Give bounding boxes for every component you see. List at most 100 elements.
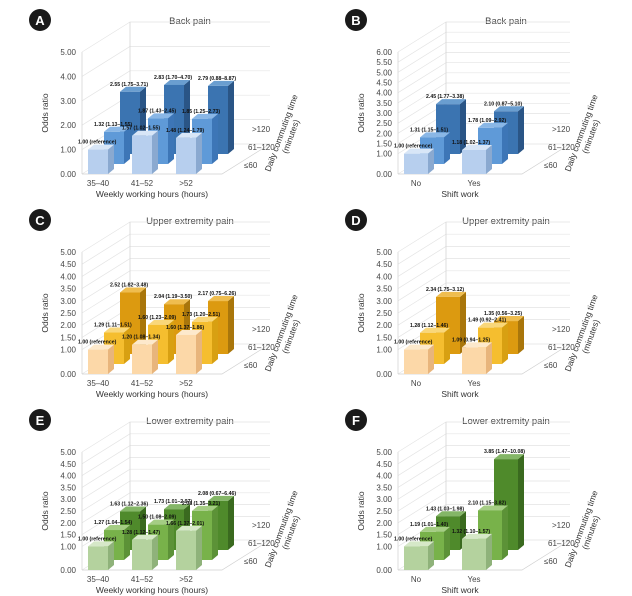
panel-letter-badge: E	[29, 409, 51, 431]
bar-side	[502, 322, 508, 364]
data-label: 1.60 (1.23–2.09)	[138, 315, 176, 321]
bar	[88, 541, 114, 570]
gridline	[81, 445, 270, 476]
y-tick-label: 2.50	[376, 507, 392, 516]
bar-top	[176, 132, 202, 138]
data-label: 1.09 (0.94–1.25)	[452, 337, 490, 343]
data-label: 1.43 (1.03–1.98)	[426, 506, 464, 512]
y-tick-label: 4.50	[376, 79, 392, 88]
data-label: 2.79 (0.88–8.87)	[198, 76, 236, 82]
bar	[88, 344, 114, 374]
bar-front	[462, 538, 486, 570]
bar-top	[436, 291, 466, 297]
bar-top	[164, 79, 190, 85]
gridline	[81, 46, 270, 77]
data-label: 1.18 (1.02–1.37)	[452, 140, 490, 146]
panel-letter-badge: F	[345, 409, 367, 431]
y-axis-label: Odds ratio	[356, 293, 366, 332]
series-1: 1.00 (reference) 1.28 (1.12–1.47) 1.66 (1.…	[78, 521, 204, 570]
bar-front	[176, 334, 196, 374]
y-tick-label: 5.50	[376, 58, 392, 67]
bar-top	[176, 329, 202, 335]
bar-side	[212, 113, 218, 164]
bar-top	[104, 327, 130, 333]
bar-front	[132, 539, 152, 570]
panel-letter: B	[351, 13, 360, 28]
bar-side	[444, 132, 450, 164]
y-tick-label: 4.00	[60, 72, 76, 81]
gridline	[81, 233, 270, 265]
chart-title: Upper extremity pain	[146, 216, 234, 227]
data-label: 1.00 (reference)	[78, 536, 117, 542]
data-label: 1.66 (1.37–2.01)	[166, 521, 204, 527]
y-tick-label: 4.00	[376, 272, 392, 281]
floor-edge	[82, 343, 271, 375]
x-axis-label: Weekly working hours (hours)	[96, 389, 208, 399]
gridline	[397, 282, 570, 314]
bar-side	[486, 342, 492, 374]
bar-top	[192, 316, 218, 322]
bar-side	[152, 130, 158, 174]
data-label: 3.85 (1.47–10.08)	[484, 449, 525, 455]
data-label: 1.00 (reference)	[78, 340, 117, 346]
bar-front	[132, 344, 152, 374]
y-tick-label: 5.00	[60, 48, 76, 57]
data-label: 1.32 (1.10–1.57)	[452, 529, 490, 535]
bar-top	[104, 525, 130, 531]
bar-side	[108, 344, 114, 374]
series-1: 1.00 (reference) 1.09 (0.94–1.25)	[394, 337, 492, 374]
panel-letter-circle	[345, 409, 367, 431]
depth-axis-label: Daily commuting time(minutes)	[563, 293, 610, 376]
depth-tick-label: ≤60	[244, 557, 258, 566]
bar-top	[436, 99, 466, 105]
panel-letter: E	[36, 413, 45, 428]
data-label: 1.50 (1.08–2.09)	[138, 515, 176, 521]
y-tick-label: 4.50	[376, 260, 392, 269]
bar-side	[486, 533, 492, 570]
bar-top	[120, 287, 146, 293]
panel-letter-circle	[29, 9, 51, 31]
bar-top	[164, 299, 190, 305]
panel-letter-circle	[345, 209, 367, 231]
y-tick-label: 2.00	[376, 129, 392, 138]
floor-edge	[398, 143, 571, 175]
bar	[176, 329, 202, 374]
y-tick-label: 0.00	[376, 170, 392, 179]
depth-tick-label: 61–120	[548, 343, 575, 352]
depth-tick-label: >120	[552, 521, 571, 530]
gridline	[397, 52, 570, 83]
bar-side	[460, 99, 466, 154]
gridline	[397, 62, 570, 93]
data-label: 2.52 (1.82–3.48)	[110, 283, 148, 289]
gridline	[81, 457, 270, 488]
x-tick-label: 35–40	[87, 575, 110, 584]
data-label: 1.00 (reference)	[394, 144, 433, 150]
depth-tick-label: >120	[252, 125, 271, 134]
bar-side	[428, 541, 434, 570]
depth-tick-label: 61–120	[248, 343, 275, 352]
bar	[132, 130, 158, 174]
y-tick-label: 4.00	[60, 272, 76, 281]
gridline	[81, 246, 270, 277]
panel-letter: A	[35, 13, 45, 28]
y-tick-label: 1.00	[60, 542, 76, 551]
data-label: 1.78 (1.09–2.92)	[468, 118, 506, 124]
y-tick-label: 1.50	[376, 531, 392, 540]
x-tick-label: No	[411, 379, 422, 388]
bar-side	[124, 327, 130, 364]
data-label: 2.08 (0.67–6.46)	[198, 491, 236, 497]
bar-top	[462, 533, 492, 539]
bar	[462, 533, 492, 570]
bar-front	[404, 546, 428, 570]
bar-side	[518, 454, 524, 550]
bar	[462, 342, 492, 374]
gridline	[397, 41, 570, 73]
data-label: 1.31 (1.15–1.51)	[410, 127, 448, 133]
y-tick-label: 2.00	[376, 519, 392, 528]
gridline	[397, 233, 570, 265]
bar	[404, 541, 434, 570]
y-tick-label: 0.00	[60, 566, 76, 575]
y-axis-label: Odds ratio	[40, 93, 50, 132]
panel-letter: F	[352, 413, 360, 428]
x-tick-label: 41–52	[131, 179, 154, 188]
